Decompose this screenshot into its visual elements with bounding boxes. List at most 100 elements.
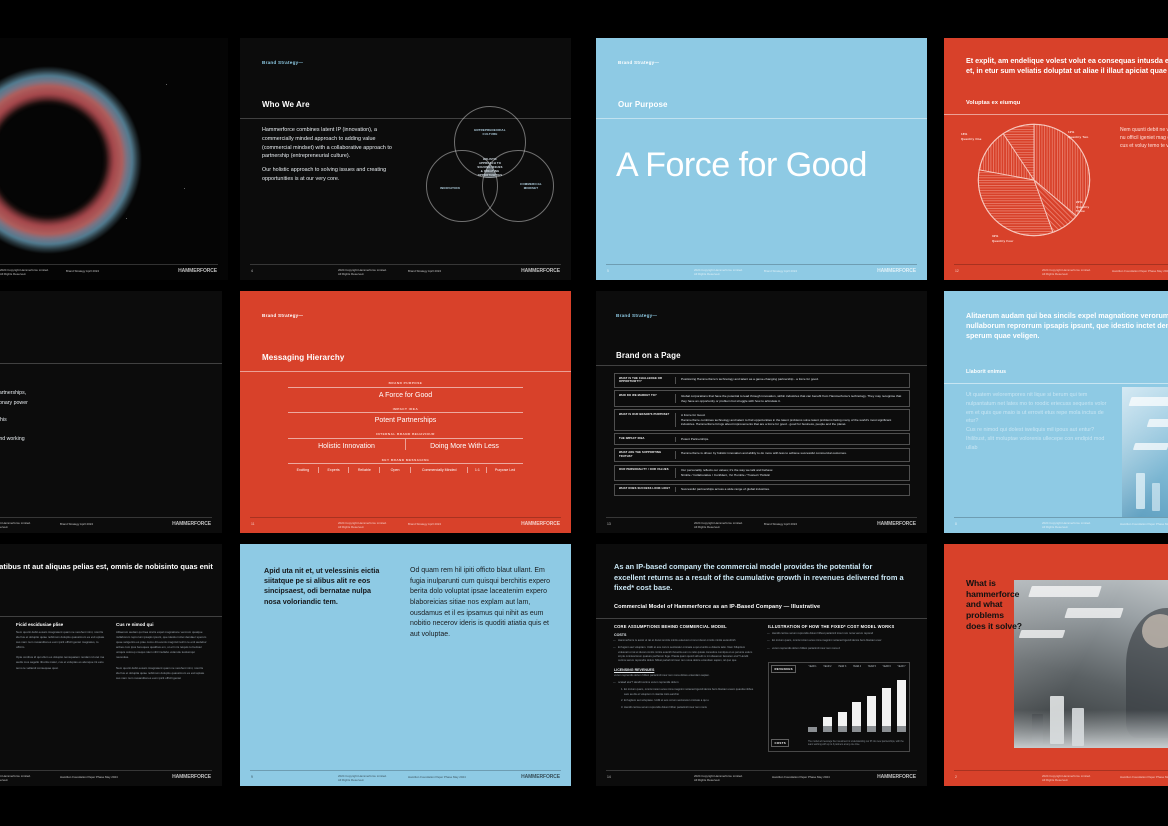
column-one: Ficid escidusiae plise Nem quunti debit … bbox=[16, 622, 106, 671]
list-item: Hendit cerima verum reprendis dolum hilb… bbox=[624, 706, 754, 710]
row-question: What is our brand's purpose? bbox=[619, 412, 670, 416]
footer-logo: HAMMERFORCE bbox=[521, 521, 560, 527]
row-answer: Potent Partnerships. bbox=[675, 436, 909, 442]
title-rule bbox=[0, 363, 222, 364]
slide-brand-on-a-page[interactable]: Brand Strategy— Brand on a Page What is … bbox=[596, 291, 927, 533]
footer-page-number: 11 bbox=[251, 522, 255, 526]
row-question: What does success look like? bbox=[619, 487, 671, 491]
venn-label-left: INNOVATION bbox=[440, 186, 460, 190]
brand-table: What is the challenge or opportunity? Po… bbox=[614, 373, 910, 498]
slide-headline: olorum hitia seque dollacc atibus nt aut… bbox=[0, 562, 213, 571]
nebula-ring-image bbox=[0, 60, 148, 260]
footer-copyright: 2024 Copyright Hammerforce Limited. All … bbox=[694, 521, 743, 530]
slide-commercial-model[interactable]: As an IP-based company the commercial mo… bbox=[596, 544, 927, 786]
column-heading: CORE ASSUMPTIONS BEHIND COMMERCIAL MODEL bbox=[614, 624, 727, 629]
bar-year-2 bbox=[822, 717, 832, 732]
slide-footer: 14 2024 Copyright Hammerforce Limited. A… bbox=[596, 770, 927, 786]
footer-copyright: 2024 Copyright Hammerforce Limited. All … bbox=[694, 268, 743, 277]
slide-two-column-dark[interactable]: olorum hitia seque dollacc atibus nt aut… bbox=[0, 544, 222, 786]
slide-kicker: Brand Strategy— bbox=[616, 313, 658, 318]
slide-headline: As an IP-based company the commercial mo… bbox=[614, 562, 904, 593]
footer-doc: Brand Strategy April 2024 bbox=[764, 269, 797, 273]
footer-doc: Hamilton Foundation Paper Phase May 2024 bbox=[1120, 522, 1168, 526]
slide-cover-nebula[interactable]: 2024 Copyright Hammerforce Limited. All … bbox=[0, 38, 228, 280]
footer-copyright: 2024 Copyright Hammerforce Limited. All … bbox=[0, 774, 31, 783]
slide-kicker: Brand Strategy— bbox=[262, 60, 304, 65]
slide-our-purpose[interactable]: Brand Strategy— Our Purpose A Force for … bbox=[596, 38, 927, 280]
pie-label-2: 12% Quantity Two bbox=[1068, 130, 1089, 139]
footer-doc: Hamilton Foundation Paper Phase May 2024 bbox=[772, 775, 830, 779]
illustration-column: ILLUSTRATION OF HOW THE FIXED* COST MODE… bbox=[767, 624, 910, 654]
messaging-cell: Purpose Led bbox=[486, 467, 523, 473]
table-row: What does success look like? Successful … bbox=[614, 483, 910, 496]
slide-kicker: Brand Strategy— bbox=[618, 60, 660, 65]
footer-doc: Hamilton Foundation Paper Phase May 2024 bbox=[408, 775, 466, 779]
row-question: Our personality / our values bbox=[619, 468, 669, 472]
footer-doc: Hamilton Foundation Paper Phase May 2024 bbox=[1120, 775, 1168, 779]
footer-copyright: 2024 Copyright Hammerforce Limited. All … bbox=[694, 774, 743, 783]
footer-logo: HAMMERFORCE bbox=[178, 268, 217, 274]
subhead-rule bbox=[944, 114, 1168, 115]
row-answer: Hammerforce is driven by holistic innova… bbox=[675, 451, 909, 459]
bar-year-5 bbox=[867, 696, 877, 732]
illustration-item: Hendit cerime verum reprendis dolum hilf… bbox=[767, 632, 910, 637]
footer-copyright: 2024 Copyright Hammerforce Limited. All … bbox=[1042, 268, 1091, 277]
slide-footer: 4 2024 Copyright Hammerforce Limited. Al… bbox=[240, 264, 571, 280]
tier-caption: IMPACT IDEA bbox=[392, 406, 419, 411]
bar-year-6 bbox=[882, 688, 892, 732]
slide-footer: 2024 Copyright Hammerforce Limited. All … bbox=[0, 770, 222, 786]
footer-logo: HAMMERFORCE bbox=[172, 521, 211, 527]
messaging-cell: Open bbox=[379, 467, 410, 473]
slide-footer: 11 2024 Copyright Hammerforce Limited. A… bbox=[240, 517, 571, 533]
title-rule bbox=[0, 616, 222, 617]
footer-copyright: 2024 Copyright Hammerforce Limited. All … bbox=[0, 521, 31, 530]
slide-pie-chart[interactable]: Et explit, am endelique volest volut ea … bbox=[944, 38, 1168, 280]
messaging-cell: Commercially Minded bbox=[409, 467, 468, 473]
footer-copyright: 2024 Copyright Hammerforce Limited. All … bbox=[0, 268, 49, 277]
bar-year-3 bbox=[837, 712, 847, 732]
venn-label-right: COMMERCIAL MINDSET bbox=[520, 182, 542, 191]
slide-messaging-hierarchy[interactable]: Brand Strategy— Messaging Hierarchy BRAN… bbox=[240, 291, 571, 533]
slide-blue-image-lorem[interactable]: Alitaerum audam qui bea sincils expel ma… bbox=[944, 291, 1168, 533]
title-rule bbox=[240, 371, 571, 372]
slide-body: Od quam rem hil ipiti officto blaut ulla… bbox=[410, 567, 551, 638]
tier-value: A Force for Good bbox=[378, 391, 433, 399]
column-two: Cus re nimod qui Alitaerum audam qui bea… bbox=[116, 622, 208, 681]
tier-value-right: Doing More With Less bbox=[405, 438, 523, 450]
column-body: Nem quunti debit eosam imagnatent quam n… bbox=[16, 630, 105, 670]
table-row: Who do we market to? Global corporations… bbox=[614, 390, 910, 407]
slide-blue-two-col-text[interactable]: Apid uta nit et, ut velessinis eictia si… bbox=[240, 544, 571, 786]
row-answer: Global corporations that have the potent… bbox=[675, 393, 909, 404]
revenue-cost-bar-chart: REVENUES COSTS YEAR 1 YEAR 2 YEAR 3 YEAR… bbox=[768, 662, 910, 752]
footer-doc: Brand Strategy April 2024 bbox=[408, 269, 441, 273]
column-heading: Cus re nimod qui bbox=[116, 622, 154, 627]
row-question: What is the challenge or opportunity? bbox=[619, 376, 663, 384]
subhead-rule bbox=[944, 383, 1168, 384]
slide-title: Who We Are bbox=[262, 100, 310, 109]
tier-value: Potent Partnerships bbox=[374, 417, 437, 424]
slide-footer: 2024 Copyright Hammerforce Limited. All … bbox=[0, 264, 228, 280]
messaging-cell: Exciting bbox=[296, 468, 310, 472]
row-question: What are the supporting truths? bbox=[619, 451, 662, 458]
slide-footer: 2 2024 Copyright Hammerforce Limited. Al… bbox=[944, 770, 1168, 786]
row-question: Who do we market to? bbox=[619, 393, 657, 397]
slide-headline: Apid uta nit et, ut velessinis eictia si… bbox=[264, 566, 380, 606]
venn-label-top: ENTREPRENEURIAL CULTURE bbox=[474, 128, 506, 137]
licensing-list: En incium quam, omnis insiem eces nima m… bbox=[614, 688, 754, 710]
slide-manifesto[interactable]: e rulebook on global, industry innovatio… bbox=[0, 291, 222, 533]
footer-copyright: 2024 Copyright Hammerforce Limited. All … bbox=[338, 268, 387, 277]
venn-label-core: HOLISTIC APPROACH TO SOLVING ISSUES & CR… bbox=[477, 158, 503, 178]
slide-subhead: Commercial Model of Hammerforce as an IP… bbox=[614, 604, 821, 610]
slide-footer: 8 2024 Copyright Hammerforce Limited. Al… bbox=[944, 517, 1168, 533]
table-row: What is our brand's purpose? A Force for… bbox=[614, 409, 910, 431]
footer-doc: Brand Strategy April 2024 bbox=[764, 522, 797, 526]
footer-logo: HAMMERFORCE bbox=[521, 774, 560, 780]
pie-side-body: Nem quunti debit ne vereheni nim, quae n… bbox=[1120, 127, 1168, 150]
bar-series bbox=[808, 674, 906, 732]
column-heading: ILLUSTRATION OF HOW THE FIXED* COST MODE… bbox=[768, 624, 895, 629]
column-heading: Ficid escidusiae plise bbox=[16, 622, 64, 627]
slide-what-is-hammerforce[interactable]: What is hammerforce and what problems do… bbox=[944, 544, 1168, 786]
slide-who-we-are[interactable]: Brand Strategy— Who We Are Hammerforce c… bbox=[240, 38, 571, 280]
row-answer: Our personality reflects our values; it'… bbox=[675, 468, 909, 478]
tier-impact-idea: IMPACT IDEA Potent Partnerships bbox=[288, 406, 523, 424]
